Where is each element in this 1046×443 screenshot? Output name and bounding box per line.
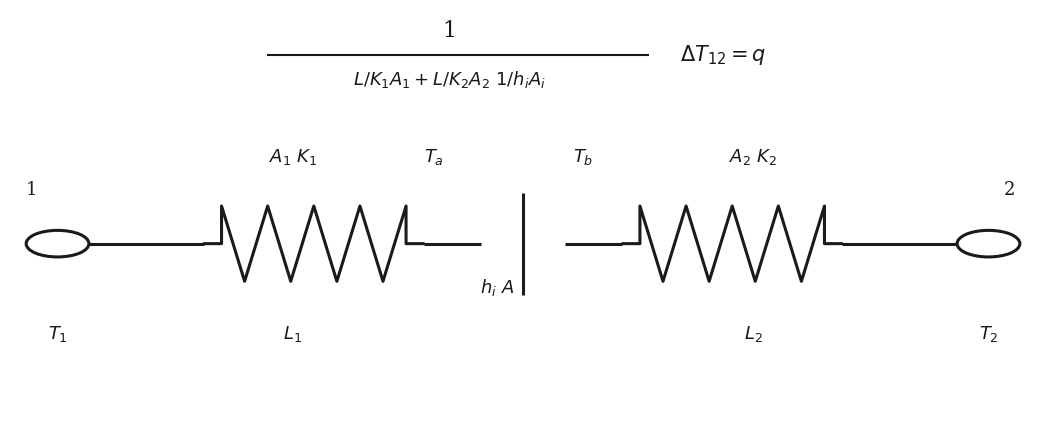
Circle shape (26, 230, 89, 257)
Text: 2: 2 (1004, 182, 1015, 199)
Text: $\mathit{L/K_1A_1 + L/K_2A_2\ 1/h_iA_i}$: $\mathit{L/K_1A_1 + L/K_2A_2\ 1/h_iA_i}$ (354, 69, 546, 90)
Text: $\mathit{L_2}$: $\mathit{L_2}$ (744, 324, 763, 345)
Text: 1: 1 (442, 20, 457, 42)
Text: 1: 1 (26, 182, 37, 199)
Text: $\mathit{T_2}$: $\mathit{T_2}$ (979, 324, 998, 345)
Text: $\mathit{A_2\ K_2}$: $\mathit{A_2\ K_2}$ (729, 147, 777, 167)
Circle shape (957, 230, 1020, 257)
Text: $\mathit{h_i\ A}$: $\mathit{h_i\ A}$ (480, 277, 514, 299)
Text: $\mathit{T_a}$: $\mathit{T_a}$ (424, 147, 445, 167)
Text: $\mathit{T_b}$: $\mathit{T_b}$ (573, 147, 594, 167)
Text: $\mathit{\Delta T_{12} = q}$: $\mathit{\Delta T_{12} = q}$ (680, 43, 767, 67)
Text: $\mathit{L_1}$: $\mathit{L_1}$ (283, 324, 302, 345)
Text: $\mathit{T_1}$: $\mathit{T_1}$ (48, 324, 67, 345)
Text: $\mathit{A_1\ K_1}$: $\mathit{A_1\ K_1}$ (269, 147, 317, 167)
